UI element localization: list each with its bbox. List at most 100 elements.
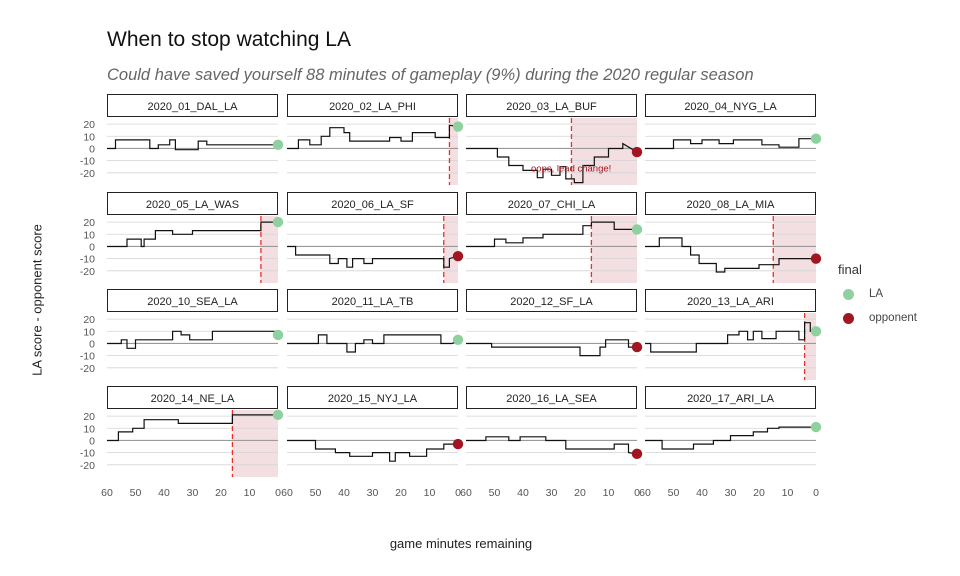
y-tick-label-2020_05_la_was-0: 0	[89, 241, 95, 253]
x-tick-label-col1-10: 10	[244, 487, 256, 499]
y-tick-label-2020_01_dal_la--10: -10	[80, 156, 95, 168]
x-tick-label-col2-40: 40	[338, 487, 350, 499]
facet-title-2020_14_ne_la: 2020_14_NE_LA	[151, 393, 235, 405]
x-tick-label-col3-30: 30	[546, 487, 558, 499]
x-tick-label-col2-30: 30	[367, 487, 379, 499]
cutoff-shade-2020_06_la_sf	[443, 216, 458, 283]
final-marker-2020_17_ari_la	[810, 421, 822, 433]
x-tick-label-col3-60: 60	[460, 487, 472, 499]
y-tick-label-2020_14_ne_la-20: 20	[83, 411, 95, 423]
y-tick-label-2020_05_la_was-20: 20	[83, 217, 95, 229]
facet-title-2020_15_nyj_la: 2020_15_NYJ_LA	[328, 393, 418, 405]
facet-title-2020_07_chi_la: 2020_07_CHI_LA	[508, 199, 596, 211]
x-tick-label-col1-30: 30	[187, 487, 199, 499]
legend-label-la: LA	[869, 288, 884, 300]
x-tick-label-col1-40: 40	[158, 487, 170, 499]
cutoff-shade-2020_13_la_ari	[804, 313, 816, 380]
facet-strip-2020_03_la_buf	[466, 94, 637, 117]
facet-title-2020_02_la_phi: 2020_02_LA_PHI	[329, 101, 416, 113]
cutoff-shade-2020_05_la_was	[260, 216, 278, 283]
final-marker-2020_12_sf_la	[631, 341, 643, 353]
score-line-2020_02_la_phi	[287, 124, 459, 150]
y-tick-label-2020_10_sea_la-0: 0	[89, 338, 95, 350]
facet-strip-2020_17_ari_la	[645, 386, 816, 409]
legend-title: final	[838, 262, 862, 277]
x-tick-label-col3-0: 0	[634, 487, 640, 499]
facet-strip-2020_16_la_sea	[466, 386, 637, 409]
x-tick-label-col1-50: 50	[130, 487, 142, 499]
facet-strip-2020_11_la_tb	[287, 289, 458, 312]
legend-swatch-opponent	[843, 312, 854, 324]
facet-title-2020_17_ari_la: 2020_17_ARI_LA	[687, 393, 775, 405]
score-line-2020_11_la_tb	[287, 334, 459, 353]
facet-strip-2020_14_ne_la	[107, 386, 278, 409]
x-tick-label-col2-10: 10	[424, 487, 436, 499]
cutoff-shade-2020_03_la_buf	[571, 118, 637, 185]
cutoff-shade-2020_14_ne_la	[232, 410, 278, 477]
x-tick-label-col1-60: 60	[101, 487, 113, 499]
x-tick-label-col3-40: 40	[517, 487, 529, 499]
facet-title-2020_08_la_mia: 2020_08_LA_MIA	[686, 199, 775, 211]
y-tick-label-2020_14_ne_la--20: -20	[80, 460, 95, 472]
score-line-2020_12_sf_la	[466, 339, 637, 357]
facet-strip-2020_08_la_mia	[645, 192, 816, 215]
y-axis-label: LA score - opponent score	[29, 224, 45, 376]
score-line-2020_14_ne_la	[107, 414, 278, 442]
facet-title-2020_11_la_tb: 2020_11_LA_TB	[332, 296, 414, 308]
facet-title-2020_16_la_sea: 2020_16_LA_SEA	[506, 393, 597, 405]
final-marker-2020_15_nyj_la	[452, 438, 464, 450]
legend-label-opponent: opponent	[869, 312, 917, 324]
cutoff-shade-2020_08_la_mia	[773, 216, 816, 283]
score-line-2020_17_ari_la	[645, 426, 816, 450]
facet-strip-2020_15_nyj_la	[287, 386, 458, 409]
facet-title-2020_04_nyg_la: 2020_04_NYG_LA	[684, 101, 777, 113]
y-tick-label-2020_10_sea_la-10: 10	[83, 326, 95, 338]
y-tick-label-2020_05_la_was--20: -20	[80, 266, 95, 278]
final-marker-2020_01_dal_la	[272, 139, 284, 150]
score-line-2020_13_la_ari	[645, 322, 816, 353]
legend-swatch-la	[843, 288, 854, 300]
final-marker-2020_07_chi_la	[631, 224, 643, 235]
x-tick-label-col1-0: 0	[275, 487, 281, 499]
score-line-2020_08_la_mia	[645, 237, 816, 273]
facet-title-2020_06_la_sf: 2020_06_LA_SF	[331, 199, 414, 211]
score-line-2020_03_la_buf	[466, 142, 638, 184]
x-tick-label-col2-50: 50	[310, 487, 322, 499]
final-marker-2020_08_la_mia	[810, 253, 822, 264]
cutoff-shade-2020_02_la_phi	[449, 118, 458, 185]
y-tick-label-2020_01_dal_la--20: -20	[80, 168, 95, 180]
x-tick-label-col4-10: 10	[782, 487, 794, 499]
x-tick-label-col2-20: 20	[395, 487, 407, 499]
facet-strip-2020_12_sf_la	[466, 289, 637, 312]
final-marker-2020_10_sea_la	[272, 329, 284, 341]
facet-strip-2020_02_la_phi	[287, 94, 458, 117]
y-tick-label-2020_10_sea_la-20: 20	[83, 314, 95, 326]
y-tick-label-2020_14_ne_la-10: 10	[83, 423, 95, 435]
score-line-2020_04_nyg_la	[645, 138, 816, 150]
x-tick-label-col3-20: 20	[574, 487, 586, 499]
score-line-2020_10_sea_la	[107, 330, 279, 349]
x-tick-label-col4-0: 0	[813, 487, 819, 499]
x-tick-label-col4-40: 40	[696, 487, 708, 499]
x-tick-label-col4-30: 30	[725, 487, 737, 499]
chart-subtitle: Could have saved yourself 88 minutes of …	[107, 66, 754, 84]
facet-strip-2020_07_chi_la	[466, 192, 637, 215]
final-marker-2020_03_la_buf	[631, 146, 643, 158]
facet-strip-2020_01_dal_la	[107, 94, 278, 117]
x-tick-label-col1-20: 20	[215, 487, 227, 499]
final-marker-2020_16_la_sea	[631, 448, 643, 460]
final-marker-2020_04_nyg_la	[810, 133, 822, 144]
y-tick-label-2020_01_dal_la-10: 10	[83, 131, 95, 143]
y-tick-label-2020_14_ne_la--10: -10	[80, 448, 95, 460]
x-tick-label-col4-20: 20	[753, 487, 765, 499]
y-tick-label-2020_05_la_was--10: -10	[80, 254, 95, 266]
y-tick-label-2020_01_dal_la-20: 20	[83, 119, 95, 131]
y-tick-label-2020_14_ne_la-0: 0	[89, 435, 95, 447]
facet-strip-2020_10_sea_la	[107, 289, 278, 312]
x-tick-label-col2-60: 60	[281, 487, 293, 499]
x-tick-label-col4-50: 50	[668, 487, 680, 499]
chart-title: When to stop watching LA	[107, 28, 351, 51]
facet-title-2020_12_sf_la: 2020_12_SF_LA	[510, 296, 593, 308]
final-marker-2020_05_la_was	[272, 216, 284, 228]
x-tick-label-col2-0: 0	[455, 487, 461, 499]
